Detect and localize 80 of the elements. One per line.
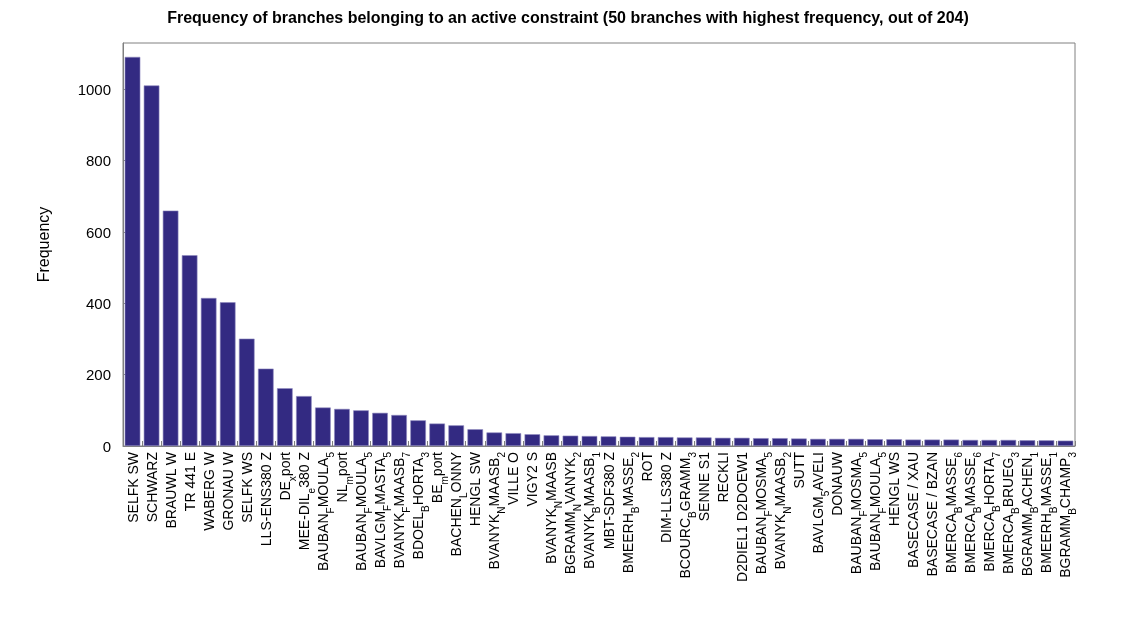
x-tick-label: SENNE S1: [695, 451, 712, 522]
bar: [372, 412, 388, 446]
x-tick-label: BRAUWL W: [162, 451, 179, 529]
y-tick-label: 800: [85, 152, 111, 170]
bar: [277, 388, 293, 446]
bar: [1019, 440, 1036, 446]
bar: [772, 438, 788, 446]
x-tick-label: D2DIEL1 D2DOEW1: [733, 451, 750, 582]
bar: [638, 437, 655, 446]
bar: [486, 432, 503, 446]
y-tick-label: 0: [102, 437, 111, 455]
bar: [181, 255, 198, 446]
x-tick-label: SELFK WS: [238, 452, 255, 523]
x-tick-label: SELFK SW: [124, 451, 141, 523]
bar: [981, 439, 998, 446]
bar: [448, 425, 465, 446]
bar: [238, 338, 255, 446]
bar: [296, 396, 312, 446]
x-tick-label: BASECASE / XAU: [905, 452, 922, 568]
chart-title: Frequency of branches belonging to an active constraint (50 branches with highest frequency, out of 204): [167, 8, 969, 26]
bar: [315, 407, 331, 446]
bar: [162, 210, 179, 446]
bar: [524, 434, 541, 446]
bar: [695, 437, 712, 446]
x-tick-label: WABERG W: [200, 451, 217, 531]
bar: [924, 439, 941, 446]
bar: [429, 423, 445, 446]
x-tick-label: GRONAU W: [219, 451, 236, 531]
bar: [600, 436, 617, 446]
x-tick-label: SUTT: [790, 451, 807, 489]
bar: [714, 437, 731, 446]
bar: [905, 439, 921, 446]
x-tick-label: SCHWARZ: [143, 451, 160, 523]
x-tick-label: DIM-LLS380 Z: [657, 451, 674, 544]
x-tick-label: BASECASE / BZAN: [924, 452, 941, 577]
bar: [543, 435, 560, 446]
bar: [353, 410, 369, 446]
bar: [962, 439, 979, 446]
y-tick-label: 1000: [77, 80, 111, 98]
x-tick-label: MBT-SDF380 Z: [600, 451, 617, 550]
bar: [391, 414, 407, 446]
x-tick-label: DONAUW: [829, 451, 845, 516]
bar: [257, 368, 274, 446]
bar: [753, 438, 769, 446]
bar: [791, 438, 807, 446]
bar: [829, 438, 845, 446]
bar: [733, 437, 750, 446]
bar: [1038, 440, 1055, 446]
bar: [1057, 440, 1074, 446]
bar: [505, 433, 522, 446]
bar: [886, 439, 902, 446]
x-tick-label: RECKLI: [714, 452, 731, 503]
y-tick-label: 600: [85, 223, 111, 241]
bar: [562, 435, 579, 446]
x-tick-label: TR 441 E: [181, 452, 198, 512]
bar: [848, 438, 864, 446]
x-tick-label: ROT: [638, 451, 655, 482]
x-tick-label: HENGL SW: [467, 451, 484, 527]
bar: [143, 85, 160, 446]
bar: [124, 56, 141, 446]
bar: [867, 439, 883, 446]
bar: [200, 298, 217, 446]
bar: [619, 436, 636, 446]
bar: [334, 408, 350, 446]
bar: [810, 438, 826, 446]
bar: [219, 302, 236, 446]
x-tick-label: VILLE O: [505, 451, 522, 505]
bar: [943, 439, 960, 446]
bar: [467, 429, 484, 446]
bar: [581, 436, 598, 446]
y-tick-label: 400: [85, 294, 111, 312]
x-tick-label: VIGY2 S: [524, 452, 541, 507]
y-axis-title: Frequency: [34, 206, 52, 283]
y-tick-label: 200: [85, 366, 111, 384]
bar: [1000, 439, 1017, 446]
x-tick-label: HENGL WS: [886, 452, 903, 527]
bar: [657, 437, 674, 446]
x-tick-label: LLS-ENS380 Z: [257, 451, 274, 547]
bar: [676, 437, 693, 446]
bar: [410, 420, 426, 446]
